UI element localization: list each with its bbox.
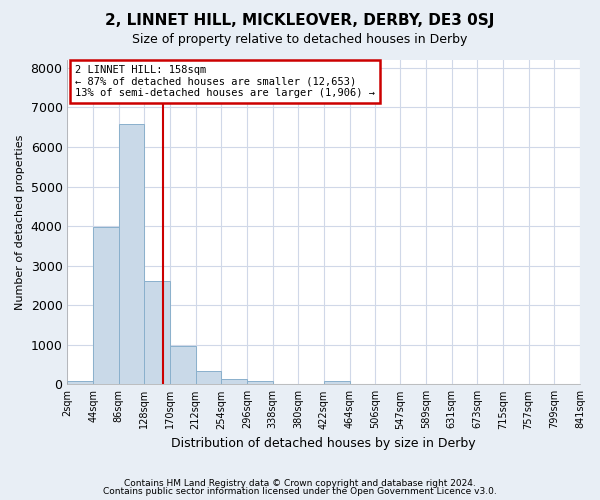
Text: Contains HM Land Registry data © Crown copyright and database right 2024.: Contains HM Land Registry data © Crown c… (124, 478, 476, 488)
Text: 2, LINNET HILL, MICKLEOVER, DERBY, DE3 0SJ: 2, LINNET HILL, MICKLEOVER, DERBY, DE3 0… (106, 12, 494, 28)
Bar (145, 280, 170, 384)
Text: Size of property relative to detached houses in Derby: Size of property relative to detached ho… (133, 32, 467, 46)
Bar (196, 372, 221, 384)
Bar (119, 124, 145, 384)
Bar (170, 346, 196, 385)
Bar (324, 380, 350, 384)
Bar (93, 227, 119, 384)
Bar (247, 382, 272, 384)
Y-axis label: Number of detached properties: Number of detached properties (15, 134, 25, 310)
Text: Contains public sector information licensed under the Open Government Licence v3: Contains public sector information licen… (103, 487, 497, 496)
Bar (221, 379, 247, 384)
X-axis label: Distribution of detached houses by size in Derby: Distribution of detached houses by size … (172, 437, 476, 450)
Text: 2 LINNET HILL: 158sqm
← 87% of detached houses are smaller (12,653)
13% of semi-: 2 LINNET HILL: 158sqm ← 87% of detached … (75, 65, 375, 98)
Bar (67, 382, 93, 384)
